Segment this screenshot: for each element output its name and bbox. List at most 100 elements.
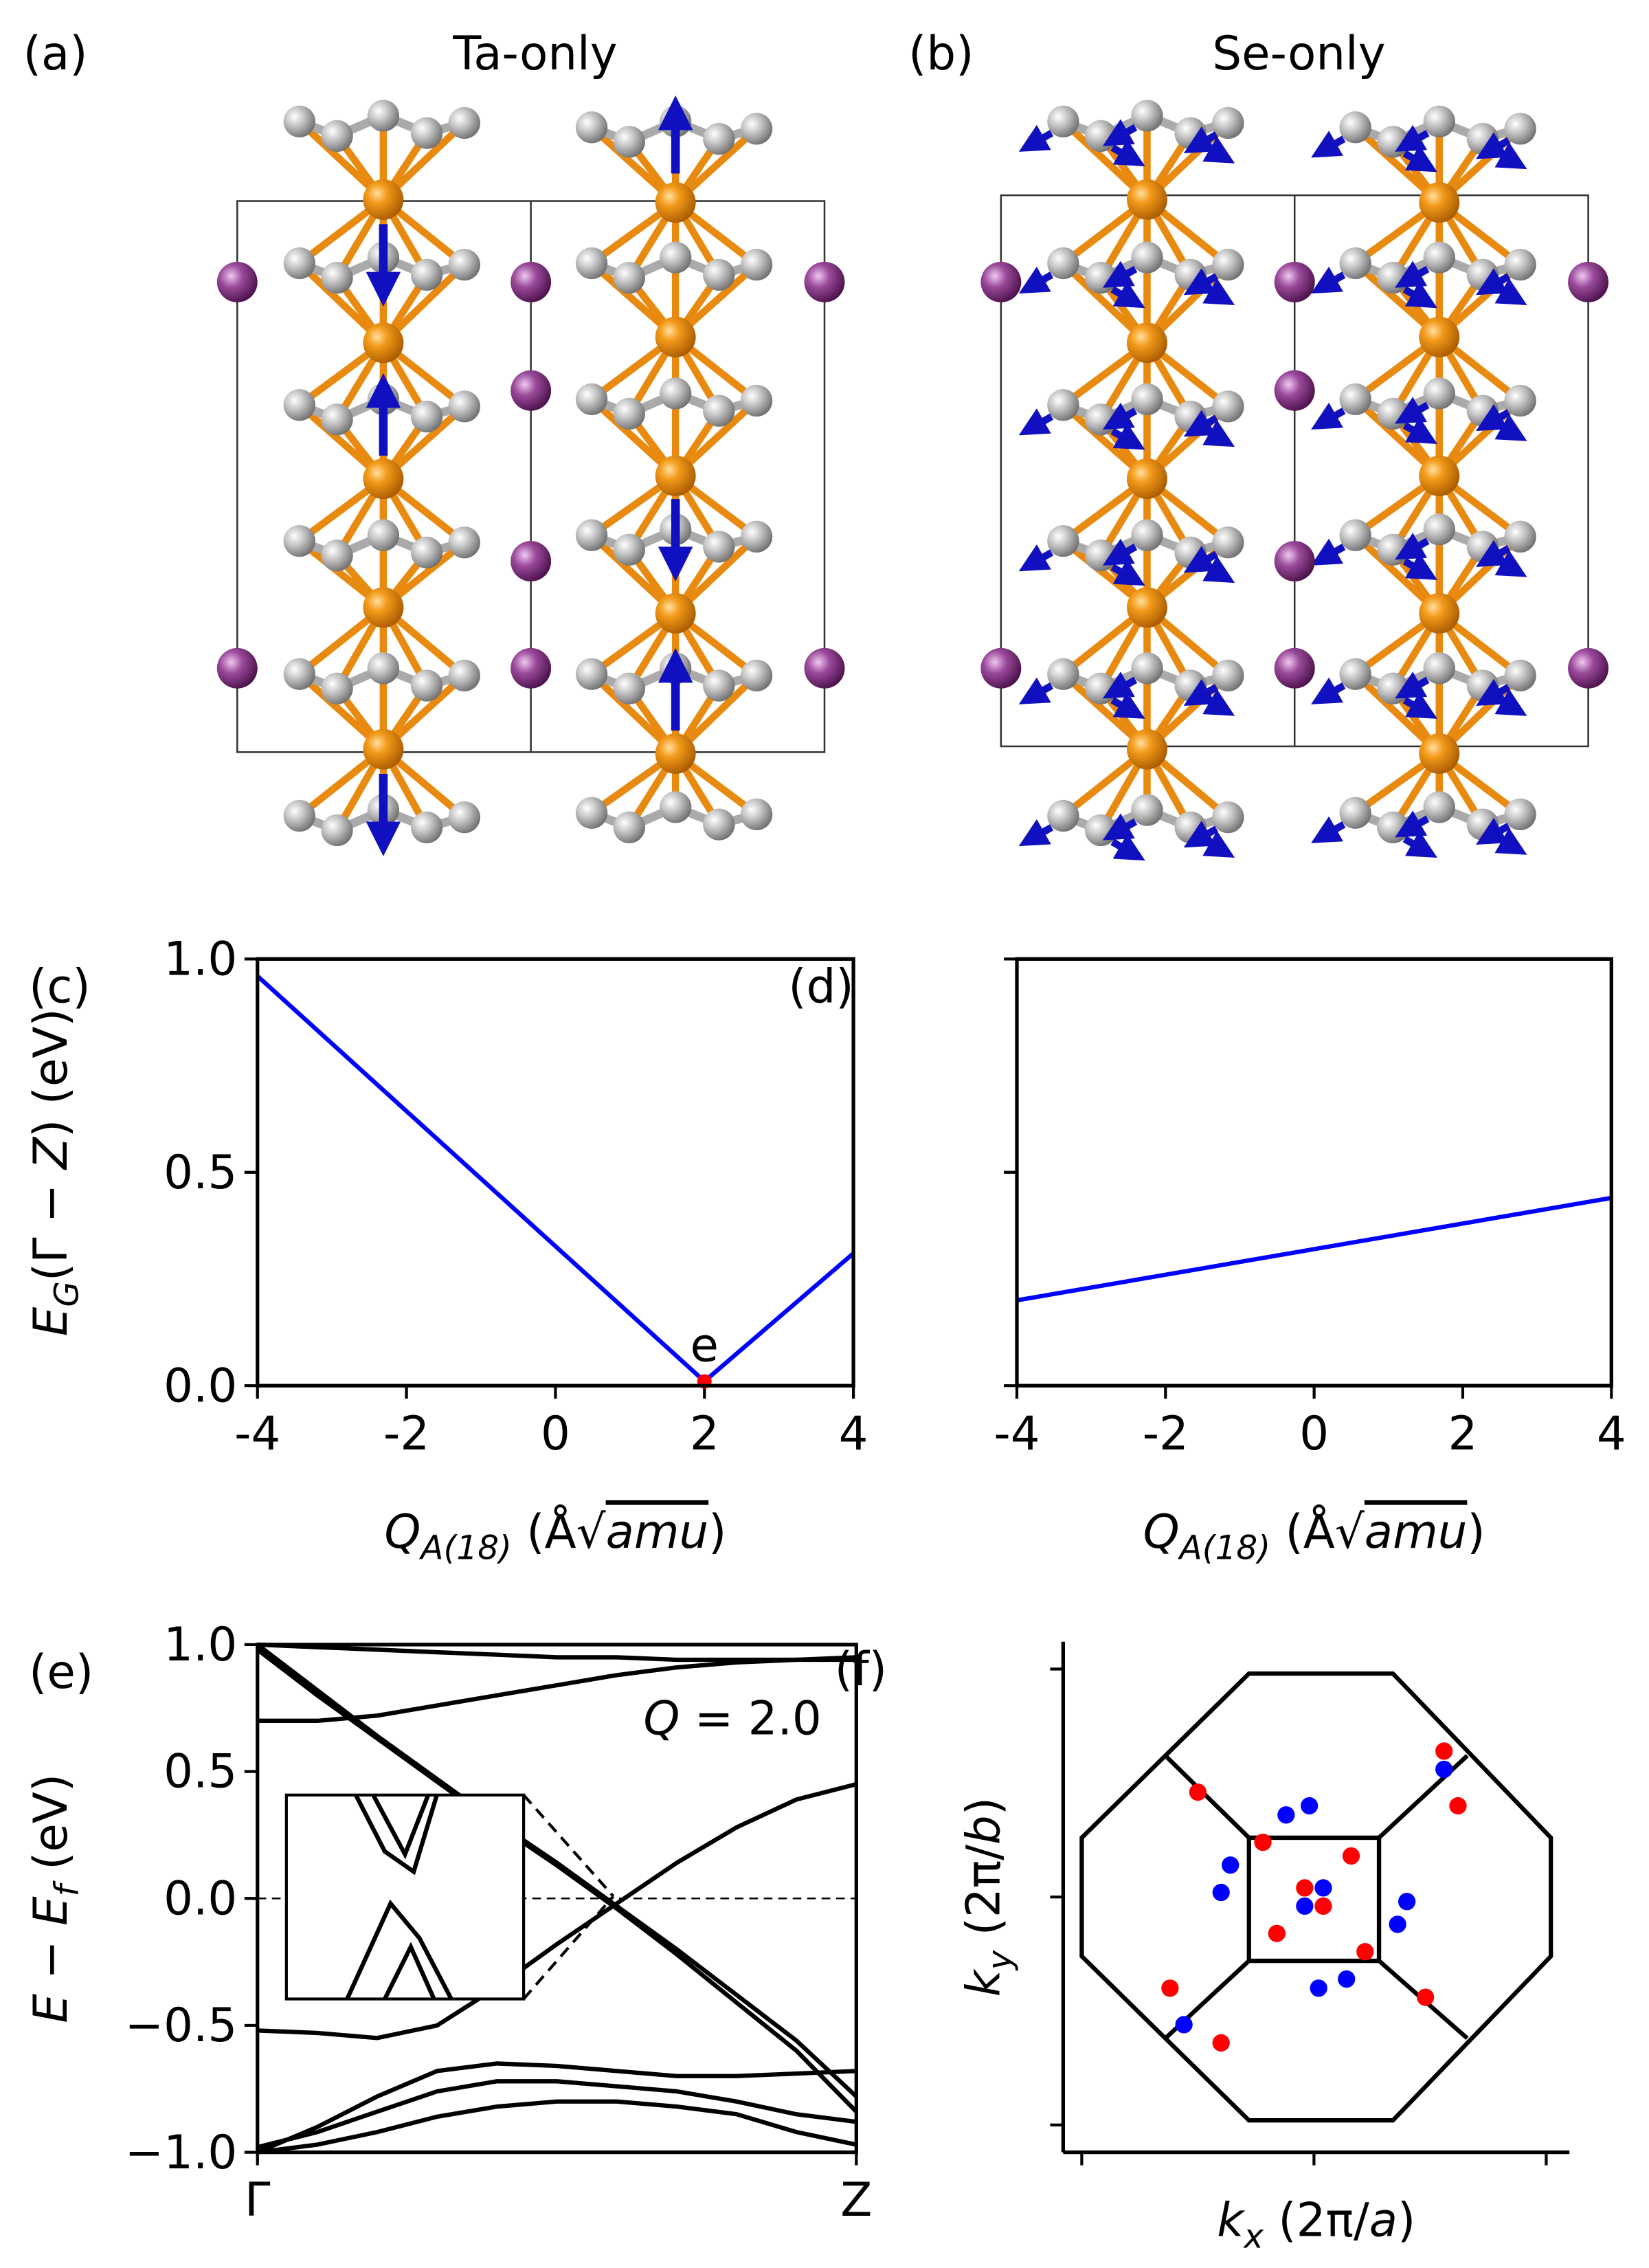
atom	[740, 659, 773, 691]
line	[257, 1642, 857, 1663]
atom	[1212, 107, 1244, 140]
displacement	[1102, 813, 1138, 841]
displacement	[1492, 278, 1527, 305]
panel-label: (c)	[29, 959, 91, 1013]
point	[1301, 1797, 1319, 1815]
line	[1016, 1195, 1612, 1303]
axes-frame	[256, 1643, 858, 2155]
displacement	[1311, 816, 1346, 843]
displacement	[1102, 671, 1138, 699]
label-part: f	[48, 1880, 87, 1896]
atom	[1568, 647, 1609, 689]
atom	[1419, 455, 1460, 496]
point	[1417, 1988, 1435, 2006]
atom	[321, 261, 353, 294]
displacement	[1183, 821, 1219, 848]
displacement	[1402, 281, 1437, 309]
label-part: Q	[1143, 1504, 1180, 1559]
label-part: b	[956, 1815, 1011, 1845]
displacement	[1110, 691, 1145, 719]
atom	[1377, 533, 1409, 566]
atom	[703, 122, 735, 155]
atom	[1504, 520, 1536, 553]
inset-band	[345, 1899, 453, 2001]
point	[1296, 1897, 1314, 1915]
atom	[575, 658, 608, 690]
atom	[448, 248, 480, 281]
point	[1435, 1742, 1453, 1760]
y-tick-label: 1.0	[164, 1617, 237, 1671]
point	[1212, 1883, 1230, 1902]
atom	[1212, 659, 1244, 691]
atom	[1131, 241, 1163, 274]
point	[1222, 1856, 1239, 1874]
atom	[321, 120, 353, 152]
line	[257, 2099, 857, 2155]
axis-label: QA(18) (Å√amu)	[1143, 1504, 1485, 1568]
point	[1277, 1806, 1295, 1824]
line	[257, 1781, 857, 2041]
atom	[613, 261, 645, 294]
atom	[283, 389, 315, 421]
atom	[1047, 247, 1079, 280]
label-part: amu	[1365, 1504, 1468, 1559]
point	[1189, 1783, 1207, 1801]
atom	[655, 316, 696, 357]
atom	[1127, 458, 1167, 500]
atom	[283, 247, 315, 280]
displacement	[1183, 546, 1219, 573]
label-part: G	[48, 1281, 87, 1307]
label-part: E	[23, 1307, 78, 1336]
atom	[1084, 120, 1117, 152]
atom	[1423, 241, 1455, 274]
displacement	[1200, 689, 1235, 716]
label-part: (2π/	[1264, 2193, 1369, 2247]
atom	[1274, 541, 1315, 582]
x-tick-label: 4	[1597, 1406, 1626, 1460]
axis-label: EG(Γ − Z) (eV)	[23, 1008, 87, 1336]
label-part: )	[708, 1504, 726, 1559]
panel-label: (d)	[788, 959, 853, 1013]
point	[1389, 1915, 1406, 1933]
atom	[1339, 797, 1371, 829]
atom	[1423, 513, 1455, 546]
x-tick-label: Z	[840, 2172, 872, 2227]
atom	[1377, 261, 1409, 294]
atom	[804, 647, 845, 689]
inset-band	[371, 1794, 431, 1860]
atom	[1084, 672, 1117, 704]
atom	[703, 669, 735, 702]
atom	[1047, 524, 1079, 557]
displacement	[1018, 266, 1054, 294]
atom	[283, 105, 315, 137]
label-part: (Å√	[512, 1504, 606, 1559]
displacement	[1311, 131, 1346, 158]
atom	[980, 261, 1022, 302]
atom	[1377, 397, 1409, 430]
label-part: k	[956, 1968, 1011, 1997]
atom	[1212, 390, 1244, 423]
displacement	[1402, 691, 1437, 719]
atom	[575, 111, 608, 144]
point	[1314, 1897, 1332, 1915]
label-part: −	[23, 1926, 78, 1994]
displacement	[1492, 414, 1527, 441]
displacement	[1492, 689, 1527, 716]
atom	[283, 658, 315, 690]
displacement	[1395, 260, 1430, 288]
label-part: )	[956, 1797, 1011, 1815]
atom	[703, 531, 735, 563]
atom	[1131, 794, 1163, 826]
axis-label: QA(18) (Å√amu)	[384, 1504, 726, 1568]
point	[1310, 1979, 1327, 1997]
atom	[703, 808, 735, 841]
atom	[1131, 100, 1163, 132]
atom	[613, 811, 645, 843]
label-part: = 2.0	[680, 1691, 821, 1745]
atom	[1339, 519, 1371, 551]
atom	[740, 520, 773, 553]
atom	[1419, 316, 1460, 357]
atom	[1419, 592, 1460, 634]
atom	[1131, 652, 1163, 685]
